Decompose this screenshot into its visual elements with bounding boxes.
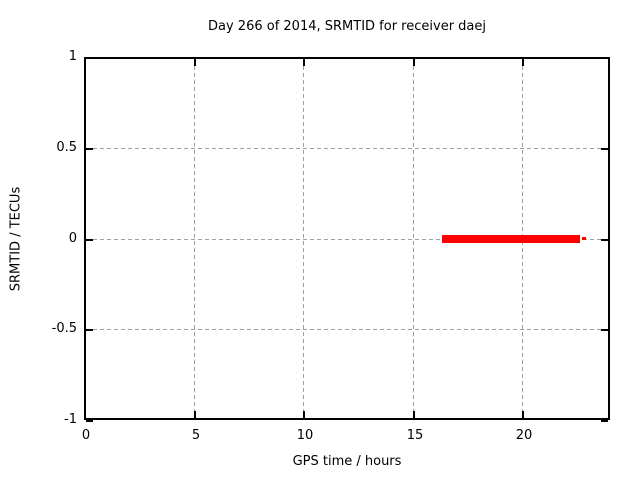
x-tick-top bbox=[522, 59, 524, 66]
x-tick-top bbox=[303, 59, 305, 66]
y-tick-left bbox=[86, 57, 93, 59]
y-tick-right bbox=[601, 420, 608, 422]
x-tick-label: 5 bbox=[191, 428, 201, 443]
y-tick-right bbox=[601, 329, 608, 331]
y-tick-left bbox=[86, 329, 93, 331]
y-tick-label: 1 bbox=[68, 49, 77, 64]
y-tick-left bbox=[86, 420, 93, 422]
y-tick-right bbox=[601, 57, 608, 59]
x-gridline bbox=[413, 59, 414, 418]
x-tick-bottom bbox=[413, 411, 415, 418]
x-tick-bottom bbox=[194, 411, 196, 418]
x-tick-top bbox=[413, 59, 415, 66]
y-tick-label: -0.5 bbox=[51, 321, 77, 336]
chart-title: Day 266 of 2014, SRMTID for receiver dae… bbox=[208, 19, 486, 34]
x-tick-bottom bbox=[303, 411, 305, 418]
x-tick-top bbox=[194, 59, 196, 66]
x-tick-label: 20 bbox=[515, 428, 533, 443]
y-gridline bbox=[86, 148, 608, 149]
x-tick-label: 10 bbox=[296, 428, 314, 443]
plot-border bbox=[84, 57, 610, 420]
y-tick-left bbox=[86, 239, 93, 241]
y-tick-left bbox=[86, 148, 93, 150]
x-tick-label: 15 bbox=[406, 428, 424, 443]
y-gridline bbox=[86, 239, 608, 240]
y-gridline bbox=[86, 329, 608, 330]
y-tick-label: 0.5 bbox=[56, 140, 77, 155]
y-tick-right bbox=[601, 239, 608, 241]
y-axis-label: SRMTID / TECUs bbox=[8, 186, 24, 292]
y-tick-right bbox=[601, 148, 608, 150]
y-tick-label: 0 bbox=[68, 231, 77, 246]
x-gridline bbox=[194, 59, 195, 418]
y-tick-label: -1 bbox=[64, 412, 77, 427]
x-gridline bbox=[303, 59, 304, 418]
x-tick-label: 0 bbox=[81, 428, 91, 443]
x-tick-bottom bbox=[84, 411, 86, 418]
data-series-segment bbox=[582, 237, 586, 240]
data-series-segment bbox=[442, 235, 580, 243]
x-tick-top bbox=[84, 59, 86, 66]
x-axis-label: GPS time / hours bbox=[292, 454, 402, 469]
x-tick-bottom bbox=[522, 411, 524, 418]
